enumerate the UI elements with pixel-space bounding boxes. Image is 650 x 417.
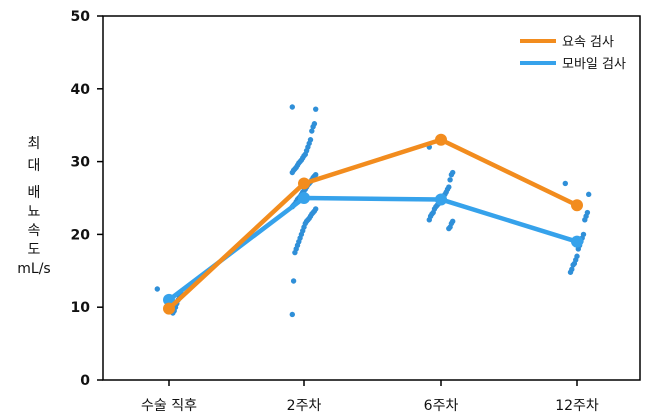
series-marker-0 [571, 199, 583, 212]
scatter-point [154, 286, 160, 292]
scatter-point [447, 177, 453, 183]
legend-label-0: 요속 검사 [562, 35, 614, 50]
legend: 요속 검사 모바일 검사 [520, 35, 626, 72]
scatter-point [289, 169, 295, 176]
y-axis-label: 속 [28, 223, 41, 239]
y-axis-label: mL/s [17, 261, 50, 277]
scatter-point [290, 278, 297, 284]
y-tick-label: 30 [71, 155, 91, 171]
series-marker-1 [298, 192, 310, 204]
y-tick-label: 0 [80, 373, 90, 389]
y-axis-label: 최 [28, 136, 41, 152]
scatter-point [567, 269, 574, 275]
scatter-point [292, 249, 298, 256]
y-tick-label: 20 [71, 227, 91, 243]
scatter-point [586, 191, 592, 198]
series-marker-0 [163, 302, 175, 315]
y-tick-label: 40 [71, 82, 91, 98]
plot-frame [102, 15, 641, 381]
x-tick-label: 12주차 [555, 398, 599, 413]
series-line-0 [167, 137, 578, 311]
legend-label-1: 모바일 검사 [562, 57, 626, 72]
x-tick-label: 2주차 [287, 398, 322, 413]
scatter-point [426, 217, 432, 223]
y-axis-label: 도 [28, 242, 41, 258]
x-tick-label: 수술 직후 [141, 398, 197, 413]
scatter-point [582, 217, 588, 223]
scatter-point [562, 180, 568, 187]
scatter-point [313, 106, 319, 112]
y-tick-label: 50 [71, 9, 91, 25]
scatter-point [289, 311, 295, 318]
scatter-point [310, 123, 316, 130]
scatter-point [446, 225, 452, 232]
y-tick-label: 10 [71, 300, 91, 316]
series-marker-0 [435, 133, 447, 146]
scatter-point [570, 262, 576, 268]
series-marker-1 [571, 235, 583, 248]
x-tick-label: 6주차 [424, 398, 459, 413]
scatter-point [309, 128, 315, 134]
series-marker-0 [298, 177, 310, 190]
scatter-point [289, 104, 295, 110]
y-axis-label: 배 [28, 185, 41, 201]
scatter-point [448, 172, 455, 178]
y-axis-label: 뇨 [28, 204, 41, 220]
y-axis-label: 대 [28, 158, 41, 174]
series-marker-1 [435, 193, 447, 206]
